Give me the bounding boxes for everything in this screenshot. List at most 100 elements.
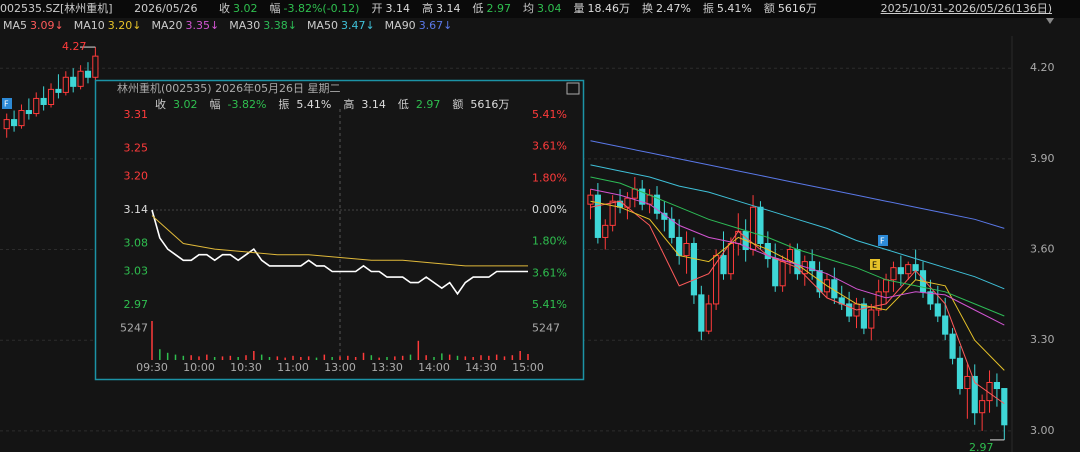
candle-body — [942, 315, 949, 335]
candle-body — [993, 381, 1001, 390]
candle-body — [668, 218, 675, 238]
stat-label: 额 — [763, 2, 775, 15]
candle-body — [956, 357, 964, 390]
candle-body — [705, 303, 712, 332]
y2-tick-label: 3.61% — [532, 266, 567, 279]
candle-body — [631, 188, 638, 199]
stat-value: 2.97 — [416, 98, 441, 111]
stat-value: 3.02 — [233, 2, 258, 15]
y2-tick-label: 1.80% — [532, 171, 567, 184]
x-tick-label: 13:00 — [324, 361, 356, 374]
max-label: 4.27 — [62, 40, 87, 53]
candle-body — [84, 70, 92, 78]
legend-value: 3.67↓ — [418, 19, 453, 32]
legend-value: 3.20↓ — [107, 19, 142, 32]
legend-name: MA20 — [151, 19, 183, 32]
stat-value: 5616万 — [470, 98, 509, 111]
candle-body — [1001, 388, 1008, 426]
candle-body — [868, 309, 875, 329]
popup-title: 林州重机(002535) 2026年05月26日 星期二 — [117, 81, 341, 95]
x-tick-label: 10:00 — [183, 361, 215, 374]
stat-value: 5616万 — [777, 2, 817, 15]
candle-body — [949, 333, 956, 359]
ma-line — [590, 140, 1005, 229]
stat-label: 低 — [398, 98, 409, 111]
y-tick-label: 3.00 — [1030, 424, 1055, 437]
y-tick-label: 3.30 — [1030, 333, 1055, 346]
ma-line — [590, 164, 1005, 290]
candle-body — [602, 224, 609, 238]
header: 002535.SZ[林州重机] 2026/05/26 收 3.02 幅 -3.82%(… — [0, 0, 821, 18]
y-tick-label: 3.90 — [1030, 152, 1055, 165]
candle-body — [18, 110, 25, 127]
stat-label: 均 — [522, 2, 534, 15]
legend-name: MA30 — [229, 19, 261, 32]
close-button[interactable] — [566, 82, 580, 95]
y-tick-label: 3.08 — [124, 237, 149, 250]
stat-label: 低 — [472, 2, 484, 15]
legend-value: 3.38↓ — [263, 19, 297, 32]
volume-tick-label: 5247 — [532, 322, 560, 335]
date-range[interactable]: 2025/10/31-2026/05/26(136日) — [880, 2, 1052, 15]
x-tick-label: 11:00 — [277, 361, 309, 374]
candle-body — [639, 188, 646, 205]
candle-body — [609, 200, 616, 226]
stat-label: 高 — [343, 97, 354, 111]
candle-body — [912, 264, 919, 272]
stat-value: -3.82%(-0.12) — [283, 2, 360, 15]
candle-body — [92, 55, 99, 78]
candle-body — [875, 291, 882, 311]
y2-tick-label: 5.41% — [532, 108, 567, 121]
svg-text:F: F — [4, 100, 9, 109]
stock-code: 002535.SZ[林州重机] — [0, 2, 113, 15]
candle-body — [62, 76, 69, 93]
y-tick-label: 3.20 — [124, 169, 149, 182]
dropdown-icon[interactable] — [1046, 18, 1054, 24]
x-tick-label: 14:00 — [418, 361, 450, 374]
stat-value: 3.14 — [385, 2, 410, 15]
candle-body — [860, 303, 867, 329]
candle-body — [10, 119, 18, 127]
legend-value: 3.35↓ — [185, 19, 220, 32]
stat-label: 高 — [421, 2, 433, 15]
x-tick-label: 10:30 — [230, 361, 262, 374]
candle-body — [594, 194, 601, 238]
candle-body — [786, 249, 794, 263]
candle-body — [934, 303, 941, 317]
svg-text:F: F — [880, 237, 885, 246]
stat-value: 5.41% — [716, 2, 752, 15]
popup: 林州重机(002535) 2026年05月26日 星期二 收 3.02 幅 -3.82… — [94, 79, 585, 381]
candle-body — [816, 270, 823, 293]
stat-value: 3.14 — [435, 2, 461, 15]
y-tick-label: 3.25 — [124, 142, 149, 155]
candle-body — [890, 267, 897, 281]
badge: F F E — [2, 98, 888, 270]
svg-text:E: E — [872, 261, 877, 270]
candle-body — [653, 194, 661, 214]
candle-body — [779, 261, 786, 287]
y2-tick-label: 1.80% — [532, 235, 567, 248]
stat-value: -3.82% — [228, 98, 267, 111]
date: 2026/05/26 — [134, 2, 198, 15]
y2-tick-label: 3.61% — [532, 140, 567, 153]
stat-value: 2.97 — [486, 2, 511, 15]
candle-body — [727, 242, 734, 275]
legend-name: MA5 — [3, 19, 28, 32]
y-tick-label: 3.14 — [124, 203, 149, 216]
candle-body — [683, 242, 690, 257]
stat-label: 振 — [278, 97, 289, 111]
min-label: 2.97 — [969, 441, 994, 452]
candle-body — [927, 291, 934, 305]
price-line — [151, 215, 528, 267]
candle-body — [720, 255, 727, 275]
stat-value: 18.46万 — [587, 2, 630, 15]
x-tick-label: 09:30 — [136, 361, 168, 374]
y2-tick-label: 0.00% — [532, 203, 567, 216]
y-tick-label: 3.31 — [124, 108, 149, 121]
y-tick-label: 3.60 — [1030, 243, 1055, 256]
stat-label: 幅 — [269, 2, 281, 15]
candle-body — [964, 375, 971, 390]
stat-label: 换 — [641, 2, 653, 15]
